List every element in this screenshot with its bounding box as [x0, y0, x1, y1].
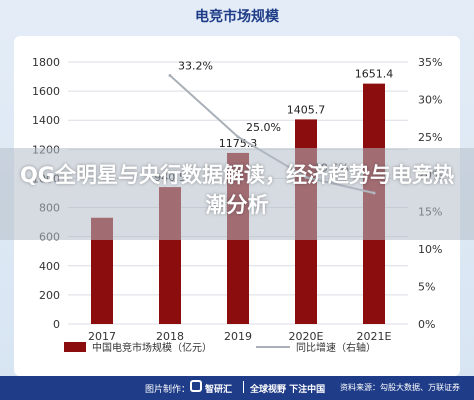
footer-bar: 图片制作： 智研汇 全球视野 下注中国 资料来源：勾股大数据、万联证券	[0, 376, 474, 400]
bar-value-label: 1405.7	[287, 103, 326, 116]
y-tick-label: 0	[53, 318, 60, 331]
x-tick-label: 2019	[224, 330, 252, 343]
bar	[91, 217, 113, 324]
footer-divider	[243, 381, 244, 393]
footer-source: 资料来源：勾股大数据、万联证券	[340, 383, 460, 392]
y2-tick-label: 0%	[418, 318, 435, 331]
brand-logo-icon	[190, 380, 202, 392]
legend-label-bar: 中国电竞市场规模（亿元）	[92, 341, 212, 354]
x-tick-label: 2018	[156, 330, 184, 343]
y-tick-label: 1400	[32, 114, 60, 127]
y2-tick-label: 5%	[418, 281, 435, 294]
legend-label-line: 同比增速（右轴）	[296, 341, 376, 354]
y2-tick-label: 10%	[418, 243, 442, 256]
x-tick-label: 2020E	[289, 330, 324, 343]
bar-value-label: 1175.3	[219, 137, 258, 150]
banner-headline: QG全明星与央行数据解读，经济趋势与电竞热潮分析	[19, 163, 455, 217]
headline-banner	[0, 148, 474, 240]
y2-tick-label: 30%	[418, 93, 442, 106]
y-tick-label: 400	[39, 260, 60, 273]
legend-swatch-bar	[64, 342, 86, 352]
y2-tick-label: 25%	[418, 131, 442, 144]
growth-point	[236, 135, 240, 139]
growth-point	[168, 73, 172, 77]
growth-value-label: 25.0%	[246, 121, 281, 134]
x-tick-label: 2017	[88, 330, 116, 343]
x-tick-label: 2021E	[357, 330, 392, 343]
growth-value-label: 33.2%	[178, 59, 213, 72]
bar-value-label: 1651.4	[355, 68, 394, 81]
y-tick-label: 200	[39, 289, 60, 302]
footer-slogan: 全球视野 下注中国	[250, 385, 326, 395]
footer-made-by: 图片制作：	[145, 385, 191, 395]
y-tick-label: 1600	[32, 85, 60, 98]
chart-title: 电竞市场规模	[195, 9, 279, 25]
footer-brand: 智研汇	[205, 385, 233, 395]
y2-tick-label: 35%	[418, 56, 442, 69]
y-tick-label: 1800	[32, 56, 60, 69]
